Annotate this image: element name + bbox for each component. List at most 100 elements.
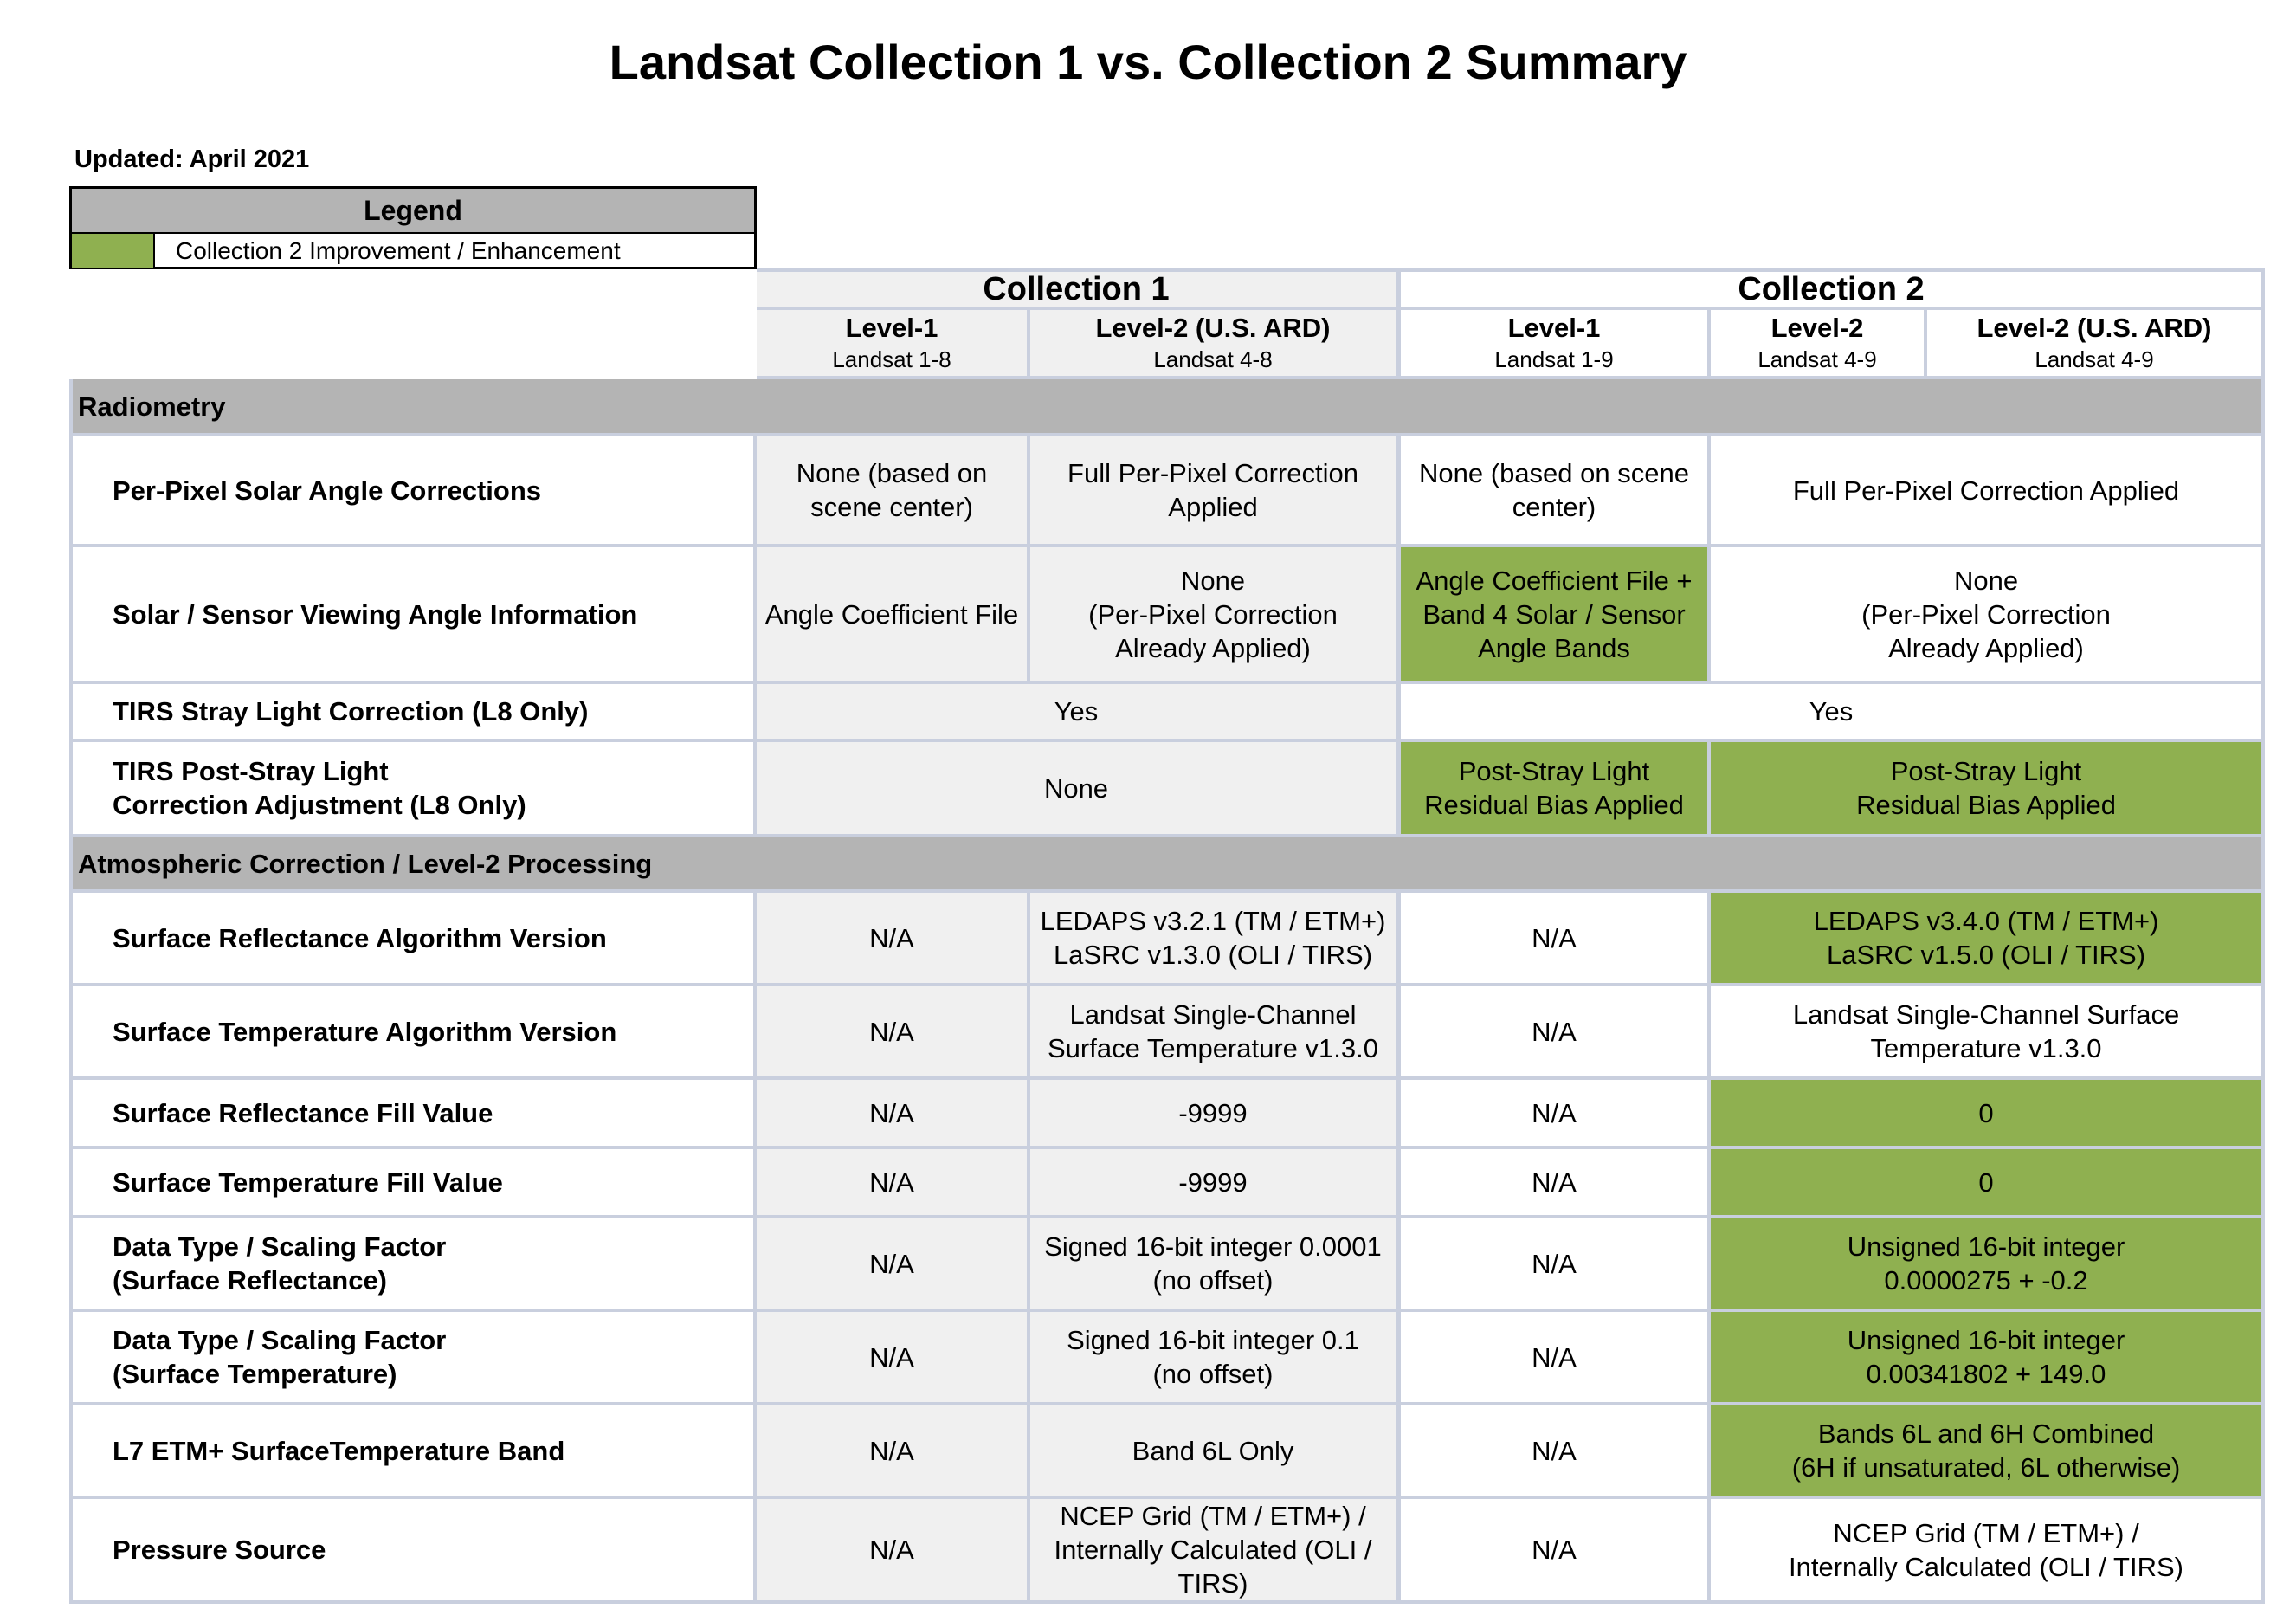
cell-text-line: Already Applied)	[1115, 632, 1311, 663]
cell-c1-level2: NCEP Grid (TM / ETM+) / Internally Calcul…	[1030, 1499, 1401, 1604]
cell-c1-level2: Band 6L Only	[1030, 1405, 1401, 1499]
cell-text-line: Data Type / Scaling Factor	[113, 1325, 447, 1355]
cell-text-line: (Surface Temperature)	[113, 1359, 397, 1389]
cell-text-line: Angle Coefficient File +	[1416, 565, 1693, 596]
level-platforms: Landsat 4-9	[1757, 346, 1877, 372]
updated-date: Updated: April 2021	[74, 145, 310, 173]
cell-text-line: scene center)	[810, 492, 973, 522]
level-name: Level-1	[845, 313, 938, 343]
cell-text-line: Data Type / Scaling Factor	[113, 1231, 447, 1262]
level-platforms: Landsat 1-9	[1494, 346, 1614, 372]
comparison-table: Collection 1 Collection 2 Level-1 Landsa…	[69, 268, 2266, 1604]
level-platforms: Landsat 4-9	[2035, 346, 2154, 372]
cell-c2-level1: N/A	[1401, 1149, 1711, 1218]
c1-level1-header: Level-1 Landsat 1-8	[757, 310, 1030, 379]
cell-text-line: N/A	[869, 1535, 914, 1565]
cell-c1-level2: None (Per-Pixel Correction Already Applied…	[1030, 547, 1401, 684]
cell-text-line: (no offset)	[1152, 1265, 1274, 1296]
cell-text-line: Per-Pixel Solar Angle Corrections	[113, 475, 542, 506]
cell-text-line: None	[1953, 565, 2019, 596]
page-title: Landsat Collection 1 vs. Collection 2 Su…	[609, 35, 1687, 89]
cell-text-line: N/A	[1532, 1535, 1577, 1565]
table-row-pressure: Pressure Source N/A NCEP Grid (TM / ETM+…	[69, 1499, 2266, 1604]
level-header-row: Level-1 Landsat 1-8 Level-2 (U.S. ARD) L…	[69, 310, 2266, 379]
table-row-viewing-angle: Solar / Sensor Viewing Angle Information…	[69, 547, 2266, 684]
legend-item-label: Collection 2 Improvement / Enhancement	[176, 237, 621, 264]
cell-text-line: Landsat Single-Channel	[1069, 999, 1357, 1030]
row-label: Data Type / Scaling Factor (Surface Tempe…	[69, 1312, 757, 1405]
cell-text-line: N/A	[1532, 1166, 1577, 1198]
cell-text-line: Solar / Sensor Viewing Angle Information	[113, 598, 638, 630]
cell-text-line: 0	[1978, 1097, 1994, 1128]
cell-text-line: Temperature v1.3.0	[1870, 1033, 2102, 1063]
cell-c2-level2-improved: Unsigned 16-bit integer 0.0000275 + -0.2	[1711, 1218, 2266, 1312]
cell-c2-level2-improved: 0	[1711, 1149, 2266, 1218]
cell-text-line: None (based on scene	[1419, 458, 1689, 488]
cell-text-line: 0	[1978, 1166, 1994, 1198]
section-row-atmospheric: Atmospheric Correction / Level-2 Process…	[69, 837, 2266, 893]
cell-text-line: Surface Temperature Algorithm Version	[113, 1016, 617, 1047]
cell-text-line: Unsigned 16-bit integer	[1847, 1325, 2125, 1355]
cell-c1-level1: N/A	[757, 1218, 1030, 1312]
cell-c2-level2-improved: Post-Stray Light Residual Bias Applied	[1711, 742, 2266, 837]
cell-text-line: L7 ETM+ SurfaceTemperature Band	[113, 1435, 565, 1466]
section-row-radiometry: Radiometry	[69, 379, 2266, 436]
cell-text-line: Band 4 Solar / Sensor	[1422, 598, 1686, 630]
row-label: Surface Reflectance Fill Value	[69, 1080, 757, 1149]
cell-text-line: None	[1180, 565, 1246, 596]
cell-text-line: TIRS)	[1177, 1568, 1248, 1599]
cell-text-line: N/A	[869, 1097, 914, 1128]
table-row-sr-fill: Surface Reflectance Fill Value N/A -9999…	[69, 1080, 2266, 1149]
level-name: Level-2	[1770, 313, 1864, 343]
cell-text-line: (6H if unsaturated, 6L otherwise)	[1791, 1452, 2181, 1483]
cell-text-line: N/A	[1532, 922, 1577, 953]
row-label: L7 ETM+ SurfaceTemperature Band	[69, 1405, 757, 1499]
cell-text-line: Residual Bias Applied	[1424, 790, 1684, 820]
cell-c1-level1: Angle Coefficient File	[757, 547, 1030, 684]
cell-c2-level2-improved: Unsigned 16-bit integer 0.00341802 + 149.…	[1711, 1312, 2266, 1405]
cell-text-line: Full Per-Pixel Correction Applied	[1792, 475, 2180, 506]
cell-text-line: TIRS Stray Light Correction (L8 Only)	[113, 696, 589, 727]
cell-c2-level1: None (based on scene center)	[1401, 436, 1711, 547]
cell-c1-level1: N/A	[757, 1149, 1030, 1218]
legend-item: Collection 2 Improvement / Enhancement	[72, 234, 754, 268]
cell-text-line: 0.00341802 + 149.0	[1866, 1359, 2106, 1389]
cell-text-line: Surface Temperature v1.3.0	[1048, 1033, 1378, 1063]
cell-c1-level2: Landsat Single-Channel Surface Temperatur…	[1030, 986, 1401, 1080]
cell-c2-level1: N/A	[1401, 1312, 1711, 1405]
cell-c1-level2: LEDAPS v3.2.1 (TM / ETM+) LaSRC v1.3.0 (O…	[1030, 893, 1401, 986]
cell-c1-level1: N/A	[757, 1080, 1030, 1149]
cell-c1-level1: N/A	[757, 1312, 1030, 1405]
cell-text-line: LaSRC v1.3.0 (OLI / TIRS)	[1053, 940, 1373, 970]
row-label: TIRS Post-Stray Light Correction Adjustme…	[69, 742, 757, 837]
cell-text-line: Correction Adjustment (L8 Only)	[113, 790, 526, 820]
row-label: Data Type / Scaling Factor (Surface Refle…	[69, 1218, 757, 1312]
cell-c2-level1: N/A	[1401, 893, 1711, 986]
level-platforms: Landsat 1-8	[832, 346, 951, 372]
cell-text-line: N/A	[869, 1435, 914, 1466]
cell-text-line: Post-Stray Light	[1890, 756, 2082, 786]
legend-green-swatch	[72, 234, 155, 268]
cell-text-line: Signed 16-bit integer 0.1	[1067, 1325, 1359, 1355]
cell-text-line: Angle Bands	[1478, 632, 1630, 663]
legend-heading: Legend	[72, 189, 754, 234]
cell-text-line: center)	[1512, 492, 1596, 522]
cell-text-line: TIRS Post-Stray Light	[113, 756, 389, 786]
table-row-sr-scaling: Data Type / Scaling Factor (Surface Refle…	[69, 1218, 2266, 1312]
cell-c2-level2: Landsat Single-Channel Surface Temperatur…	[1711, 986, 2266, 1080]
cell-c2-level2: Full Per-Pixel Correction Applied	[1711, 436, 2266, 547]
level-platforms: Landsat 4-8	[1153, 346, 1273, 372]
table-row-post-stray: TIRS Post-Stray Light Correction Adjustme…	[69, 742, 2266, 837]
cell-c2-all: Yes	[1401, 684, 2266, 742]
cell-text-line: Already Applied)	[1888, 632, 2084, 663]
cell-text-line: (Surface Reflectance)	[113, 1265, 388, 1296]
cell-c2-level2-improved: Bands 6L and 6H Combined (6H if unsaturat…	[1711, 1405, 2266, 1499]
cell-c1-all: None	[757, 742, 1401, 837]
cell-text-line: (Per-Pixel Correction	[1861, 598, 2111, 630]
row-label: Surface Temperature Algorithm Version	[69, 986, 757, 1080]
group-header-row: Collection 1 Collection 2	[69, 268, 2266, 310]
cell-text-line: N/A	[869, 1248, 914, 1279]
table-row-st-version: Surface Temperature Algorithm Version N/…	[69, 986, 2266, 1080]
corner-blank	[69, 268, 757, 310]
cell-text-line: -9999	[1178, 1166, 1248, 1198]
